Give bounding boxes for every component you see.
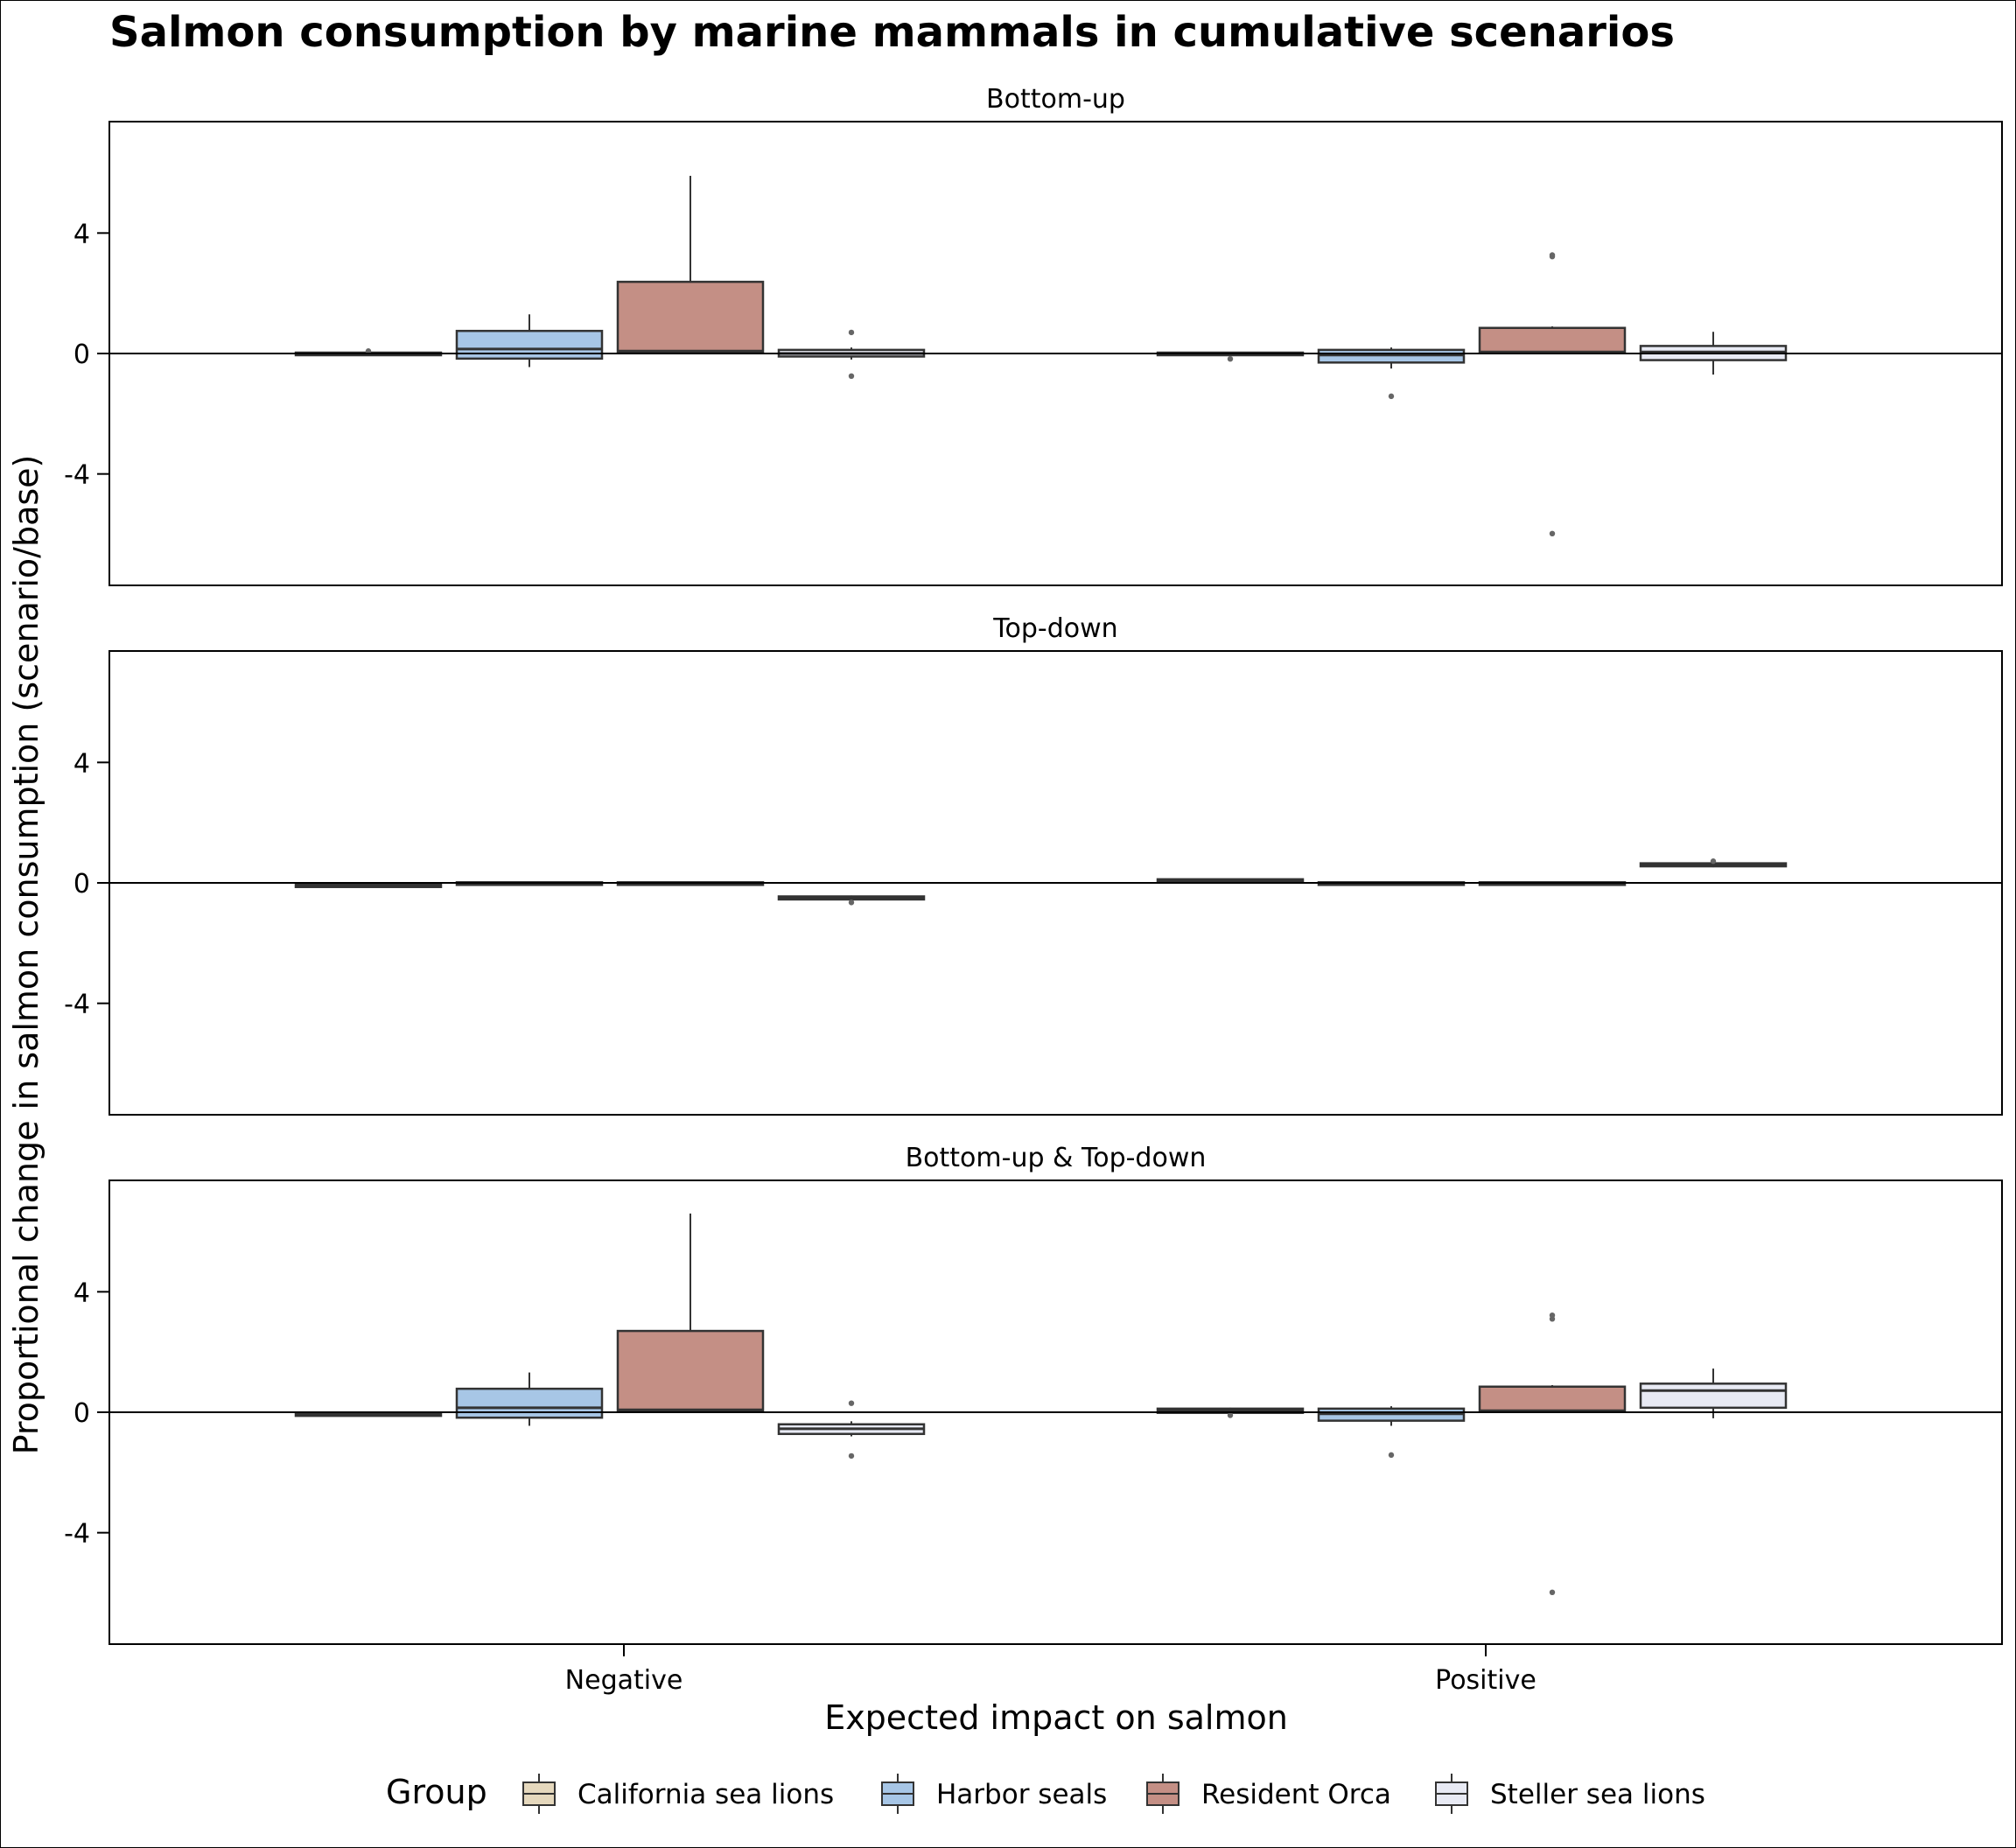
outlier-point [848, 900, 855, 906]
box-harbor-seals [1317, 347, 1466, 400]
legend-entry: California sea lions [522, 1774, 834, 1814]
box-harbor-seals [1317, 1406, 1466, 1459]
facet-panel: Bottom-up -4 0 4 [64, 84, 2003, 586]
outlier-point [848, 1400, 855, 1406]
box-california-sea-lions [294, 883, 443, 888]
x-axis-title: Expected impact on salmon [824, 1698, 1288, 1737]
y-tick-label: 0 [74, 869, 90, 900]
facet-title: Bottom-up [986, 84, 1125, 115]
box-california-sea-lions [1156, 878, 1305, 884]
chart-title: Salmon consumption by marine mammals in … [109, 8, 1675, 57]
outlier-point [848, 373, 855, 380]
box-body [616, 1329, 765, 1412]
facet-title: Bottom-up & Top-down [906, 1143, 1207, 1173]
box-body [455, 329, 604, 360]
y-tick-label: 0 [74, 340, 90, 370]
outlier-point [848, 329, 855, 336]
legend-title: Group [386, 1773, 487, 1811]
outlier-point [1388, 1452, 1395, 1459]
y-tick-label: -4 [64, 990, 90, 1020]
y-tick-label: 4 [74, 1278, 90, 1308]
facet-panel: Bottom-up & Top-down -4 0 4 [64, 1143, 2003, 1645]
legend-entry: Resident Orca [1146, 1774, 1391, 1814]
box-resident-orca [1478, 252, 1627, 537]
outlier-point [1710, 858, 1717, 864]
legend-label: Harbor seals [936, 1779, 1107, 1810]
box-harbor-seals [455, 314, 604, 368]
legend: Group California sea lions Harbor seals Res… [386, 1773, 1705, 1814]
legend-entry: Steller sea lions [1435, 1774, 1705, 1814]
y-tick-label: -4 [64, 1519, 90, 1550]
outlier-point [1549, 530, 1556, 537]
box-body [1639, 1382, 1788, 1410]
outlier-point [1549, 1589, 1556, 1596]
outlier-point [1227, 355, 1234, 362]
box-steller-sea-lions [777, 1400, 926, 1460]
box-steller-sea-lions [1639, 858, 1788, 868]
outlier-point [1549, 253, 1556, 260]
outlier-point [1227, 1412, 1234, 1418]
outlier-point [1388, 393, 1395, 400]
box-body [1478, 1385, 1627, 1413]
box-body [455, 1387, 604, 1419]
outlier-point [848, 1452, 855, 1460]
x-tick-label: Positive [1435, 1665, 1536, 1696]
legend-entry: Harbor seals [881, 1774, 1107, 1814]
y-axis-title: Proportional change in salmon consumptio… [7, 455, 46, 1455]
box-resident-orca [616, 175, 765, 354]
x-tick-label: Negative [565, 1665, 683, 1696]
box-body [616, 280, 765, 354]
legend-label: California sea lions [578, 1779, 834, 1810]
facet-panel: Top-down -4 0 4 [64, 613, 2003, 1116]
box-resident-orca [616, 1213, 765, 1412]
legend-label: Steller sea lions [1490, 1779, 1705, 1810]
y-tick-label: -4 [64, 460, 90, 491]
box-steller-sea-lions [777, 895, 926, 906]
outlier-point [365, 348, 372, 354]
facet-title: Top-down [992, 613, 1117, 644]
y-tick-label: 4 [74, 219, 90, 249]
box-body [1478, 326, 1627, 354]
y-tick-label: 0 [74, 1398, 90, 1429]
x-axis: Negative Positive [565, 1644, 1536, 1696]
box-resident-orca [1478, 1312, 1627, 1596]
box-steller-sea-lions [1639, 1368, 1788, 1418]
y-tick-label: 4 [74, 748, 90, 779]
legend-label: Resident Orca [1201, 1779, 1391, 1810]
outlier-point [1549, 1316, 1556, 1322]
box-harbor-seals [455, 1372, 604, 1426]
